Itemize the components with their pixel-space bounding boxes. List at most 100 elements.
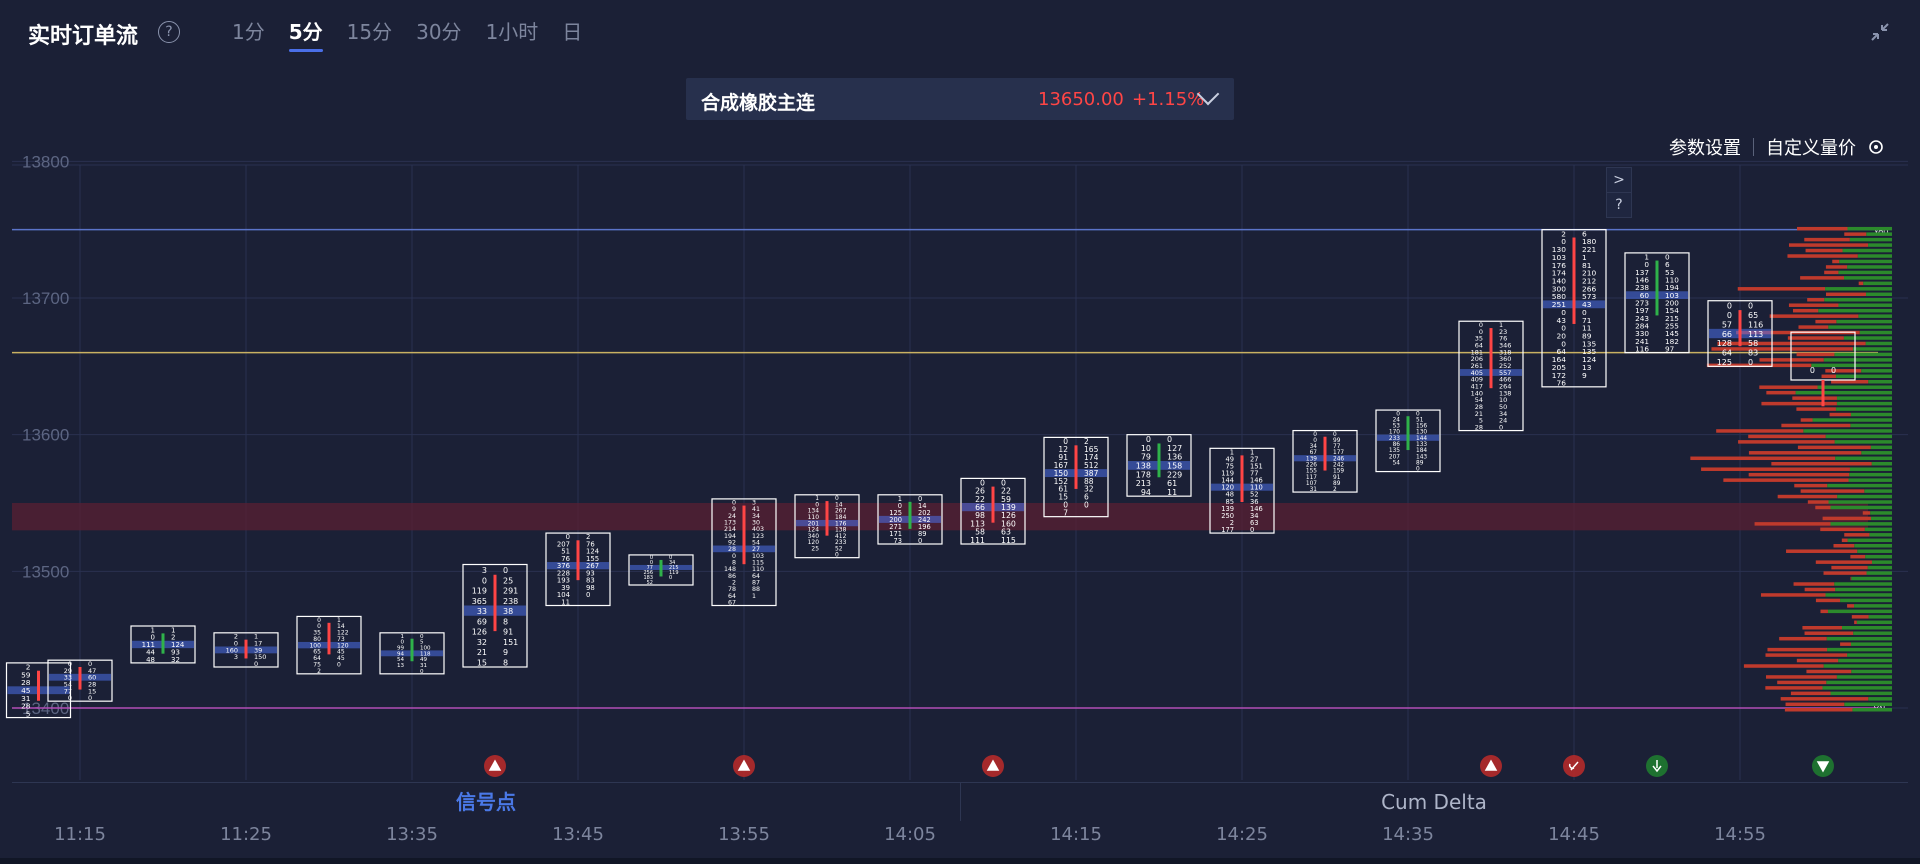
tab-15min[interactable]: 15分 bbox=[346, 20, 393, 44]
tab-day[interactable]: 日 bbox=[562, 20, 583, 44]
footprint-bar[interactable]: 0034671392261551171073109977177246242159… bbox=[1292, 429, 1358, 494]
tab-30min[interactable]: 30分 bbox=[416, 20, 462, 44]
ask-volume: 1 bbox=[1582, 253, 1587, 262]
profile-bar-down bbox=[1841, 626, 1892, 630]
profile-bar-down bbox=[1827, 647, 1892, 652]
tab-5min[interactable]: 5分 bbox=[277, 18, 335, 52]
bid-volume: 167 bbox=[1054, 461, 1069, 470]
profile-bar-up bbox=[1825, 292, 1866, 297]
ask-volume: 52 bbox=[835, 545, 843, 552]
footprint-bar[interactable]: 0207517637622819339104112761241552679383… bbox=[545, 532, 611, 606]
ask-volume: 5 bbox=[420, 640, 424, 646]
params-settings-link[interactable]: 参数设置 bbox=[1669, 138, 1741, 159]
bid-volume: 86 bbox=[1393, 442, 1401, 448]
profile-bar-up bbox=[1797, 226, 1848, 231]
bid-volume: 0 bbox=[400, 640, 404, 646]
footprint-bar[interactable]: 0924173214194922808148862786467341343040… bbox=[711, 498, 777, 607]
bar-box bbox=[1292, 429, 1358, 493]
bid-volume: 238 bbox=[1635, 283, 1649, 292]
instrument-price: 13650.00 bbox=[1038, 89, 1124, 110]
help-icon[interactable]: ? bbox=[158, 21, 180, 43]
bid-volume: 181 bbox=[1471, 348, 1483, 356]
candle-body bbox=[659, 559, 663, 577]
footprint-bar[interactable]: 2013010317617414030058025104302006416420… bbox=[1541, 229, 1607, 388]
bid-volume: 0 bbox=[317, 617, 321, 624]
profile-bar-up bbox=[1844, 232, 1867, 236]
ask-volume: 47 bbox=[88, 667, 96, 675]
bid-volume: 52 bbox=[647, 580, 653, 586]
footprint-bar[interactable]: 0035641812062614054094171405428215281237… bbox=[1458, 320, 1524, 432]
tab-1min[interactable]: 1分 bbox=[232, 20, 265, 44]
bid-volume: 111 bbox=[970, 536, 985, 545]
candle-body bbox=[244, 639, 248, 659]
bid-volume: 0 bbox=[1727, 311, 1732, 320]
profile-bar-down bbox=[1864, 489, 1892, 493]
help-icon[interactable]: ? bbox=[1606, 192, 1632, 218]
bid-volume: 0 bbox=[151, 633, 155, 642]
tab-1hour[interactable]: 1小时 bbox=[485, 20, 539, 44]
bid-volume: 44 bbox=[146, 647, 155, 656]
bid-volume: 139 bbox=[1306, 456, 1317, 462]
ask-volume: 215 bbox=[669, 565, 679, 571]
gear-icon[interactable] bbox=[1868, 139, 1884, 155]
bid-volume: 119 bbox=[472, 587, 487, 596]
profile-bar-up bbox=[1785, 702, 1845, 707]
bid-volume: 206 bbox=[1471, 355, 1483, 363]
profile-bar-down bbox=[1867, 565, 1892, 570]
bid-volume: 9 bbox=[732, 506, 736, 513]
ask-volume: 124 bbox=[586, 548, 599, 556]
ask-volume: 45 bbox=[337, 655, 345, 662]
shrink-arrows-icon[interactable] bbox=[1868, 20, 1892, 44]
footprint-bar[interactable]: 1013714623860273197243284330241116065311… bbox=[1624, 252, 1690, 354]
bid-volume: 138 bbox=[1136, 461, 1151, 470]
custom-volume-link[interactable]: 自定义量价 bbox=[1766, 138, 1856, 159]
footprint-bar[interactable]: 0245317023386135207540511561301441331841… bbox=[1375, 409, 1441, 473]
cum-delta-tab[interactable]: Cum Delta bbox=[1381, 790, 1487, 814]
ask-volume: 154 bbox=[1665, 306, 1679, 315]
ask-volume: 83 bbox=[586, 577, 595, 585]
signal-points-tab[interactable]: 信号点 bbox=[12, 783, 961, 821]
candle-body bbox=[742, 505, 746, 565]
ask-volume: 89 bbox=[918, 530, 926, 538]
bid-volume: 24 bbox=[1393, 417, 1401, 423]
profile-bar-up bbox=[1777, 680, 1827, 685]
bid-volume: 146 bbox=[1635, 275, 1649, 284]
profile-bar-up bbox=[1850, 576, 1852, 581]
profile-bar-up bbox=[1804, 237, 1850, 242]
footprint-bar[interactable]: 1497511914412048851392502177127151771461… bbox=[1209, 447, 1275, 534]
profile-bar-down bbox=[1835, 407, 1892, 411]
profile-bar-down bbox=[1850, 642, 1892, 646]
instrument-selector[interactable]: 合成橡胶主连 13650.00 +1.15% bbox=[686, 78, 1234, 120]
profile-bar-up bbox=[1792, 396, 1837, 400]
profile-bar-up bbox=[1788, 243, 1869, 247]
bid-volume: 13 bbox=[397, 663, 405, 669]
bid-volume: 54 bbox=[397, 657, 405, 663]
profile-bar-down bbox=[1848, 478, 1892, 482]
footprint-bar[interactable]: 1013411020112434012025014267184176138412… bbox=[794, 494, 860, 559]
bid-volume: 2 bbox=[732, 580, 736, 587]
ask-volume: 146 bbox=[1250, 505, 1263, 513]
profile-bar-up bbox=[1761, 401, 1837, 406]
ask-volume: 76 bbox=[1499, 335, 1507, 343]
chevron-right-icon[interactable]: > bbox=[1606, 167, 1632, 193]
ask-volume: 14 bbox=[918, 502, 926, 510]
profile-bar-down bbox=[1866, 571, 1892, 575]
profile-bar-down bbox=[1852, 347, 1892, 351]
bid-volume: 1 bbox=[1230, 448, 1234, 456]
bid-volume: 21 bbox=[477, 648, 487, 657]
